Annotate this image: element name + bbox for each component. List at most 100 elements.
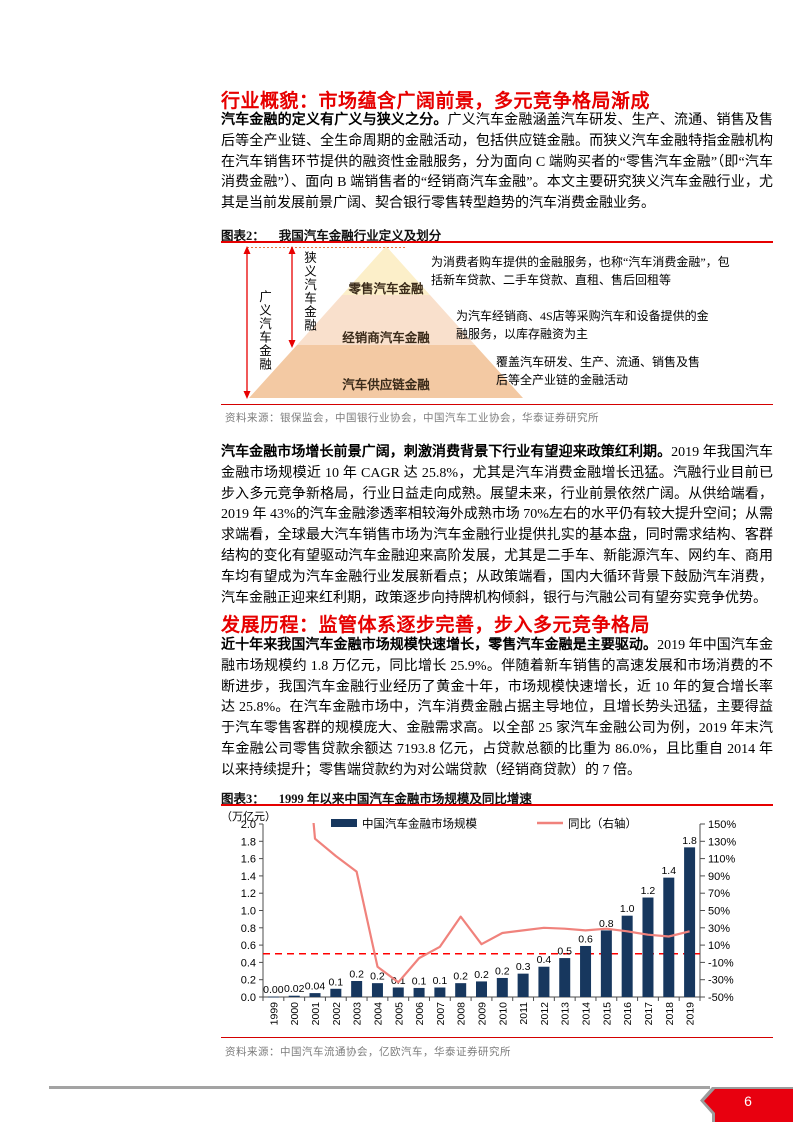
- y-axis-right-label: 150%: [708, 819, 736, 831]
- x-axis-year-label: 2010: [497, 1002, 509, 1026]
- bar-value-label: 0.8: [599, 918, 614, 930]
- bar-value-label: 1.0: [620, 903, 635, 915]
- pyramid-level1-shape: [342, 246, 430, 295]
- x-axis-year-label: 2004: [372, 1002, 384, 1026]
- bar-2001: [309, 993, 321, 997]
- broad-scope-arrow: [243, 246, 251, 399]
- x-axis-year-label: 2017: [643, 1002, 655, 1026]
- pyramid-level1-annotation: 为消费者购车提供的金融服务，也称“汽车消费金融”，包括新车贷款、二手车贷款、直租…: [431, 255, 730, 287]
- y-axis-right-label: -50%: [708, 992, 734, 1004]
- paragraph-growth-lead: 近十年来我国汽车金融市场规模快速增长，零售汽车金融是主要驱动。: [221, 638, 658, 653]
- bar-2017: [642, 897, 654, 997]
- bar-value-label: 0.04: [305, 981, 326, 993]
- bar-value-label: 1.2: [641, 885, 656, 897]
- bar-2015: [600, 930, 612, 997]
- y-axis-left-label: 1.2: [241, 888, 256, 900]
- bar-value-label: 0.2: [453, 971, 468, 983]
- footer-divider-line: [49, 1086, 710, 1089]
- bar-2005: [392, 987, 404, 997]
- figure3-caption: 图表3： 1999 年以来中国汽车金融市场规模及同比增速: [221, 788, 773, 807]
- ribbon-shape: [704, 1089, 793, 1122]
- bar-2003: [351, 980, 363, 997]
- y-axis-right-label: 70%: [708, 888, 730, 900]
- bar-2004: [371, 983, 383, 997]
- y-axis-right-label: 110%: [708, 854, 736, 866]
- figure2-caption-label: 图表2：: [221, 229, 265, 243]
- bar-value-label: 0.2: [495, 965, 510, 977]
- bar-value-label: 0.2: [370, 971, 385, 983]
- bar-value-label: 0.2: [349, 968, 364, 980]
- figure3-caption-label: 图表3：: [221, 792, 265, 806]
- x-axis-year-label: 2008: [456, 1002, 468, 1026]
- y-axis-left-label: 1.4: [241, 871, 256, 883]
- paragraph-growth-body: 2019 年中国汽车金融市场规模约 1.8 万亿元，同比增长 25.9%。伴随着…: [221, 638, 773, 778]
- bar-2007: [434, 987, 446, 997]
- y-axis-right-label: 10%: [708, 940, 730, 952]
- figure2-pyramid-diagram: 广义汽车金融 狭义汽车金融 零售汽车金融 经销商汽车金融 汽车供应链金融 为消费…: [221, 246, 773, 402]
- bar-2016: [621, 915, 633, 997]
- bar-2006: [413, 987, 425, 997]
- bar-2002: [330, 988, 342, 997]
- bar-2013: [559, 958, 571, 997]
- bar-value-label: 0.1: [412, 975, 427, 987]
- x-axis-year-label: 2015: [601, 1002, 613, 1026]
- x-axis-year-label: 2018: [664, 1002, 676, 1026]
- x-axis-year-label: 2002: [331, 1002, 343, 1026]
- x-axis-year-label: 1999: [268, 1002, 280, 1026]
- x-axis-year-label: 2019: [685, 1002, 697, 1026]
- bar-2011: [517, 973, 529, 997]
- bar-value-label: 0.4: [537, 954, 552, 966]
- bar-value-label: 1.4: [661, 865, 676, 877]
- market-size-chart: （万亿元） 中国汽车金融市场规模 同比（右轴） 0.0 -50% 0.2 -30% 0.4 -1…: [221, 810, 736, 1026]
- x-axis-year-label: 2012: [539, 1002, 551, 1026]
- bar-series: 0.00 0.02 0.04 0.10.2 0.2 0.1 0.1 0.1 0.2 0.2 0.2 0…: [263, 835, 697, 998]
- section-title-development-history: 发展历程：监管体系逐步完善，步入多元竞争格局: [221, 615, 651, 636]
- figure3-source: 资料来源：中国汽车流通协会，亿欧汽车，华泰证券研究所: [225, 1047, 511, 1058]
- broad-auto-finance-label: 广义汽车金融: [257, 290, 271, 371]
- y-axis-left-label: 0.0: [241, 992, 256, 1004]
- figure2-caption-title: 我国汽车金融行业定义及划分: [278, 229, 442, 243]
- x-axis-year-label: 2006: [414, 1002, 426, 1026]
- bar-value-label: 0.2: [474, 969, 489, 981]
- y-axis-left-label: 0.4: [241, 957, 256, 969]
- x-axis-year-label: 2001: [310, 1002, 322, 1026]
- pyramid-graphic: [243, 246, 523, 399]
- y-axis-right-label: -30%: [708, 975, 734, 987]
- figure2-source: 资料来源：银保监会，中国银行业协会，中国汽车工业协会，华泰证券研究所: [225, 413, 599, 424]
- section-title-industry-overview: 行业概貌：市场蕴含广阔前景，多元竞争格局渐成: [221, 91, 651, 112]
- y-axis-left-label: 0.8: [241, 923, 256, 935]
- pyramid-level1-label: 零售汽车金融: [348, 282, 424, 296]
- legend-bar-label: 中国汽车金融市场规模: [362, 817, 477, 831]
- bar-2014: [580, 945, 592, 997]
- page-number-ribbon: 6: [700, 1087, 793, 1122]
- bar-value-label: 0.1: [433, 975, 448, 987]
- y-axis-left-label: 0.2: [241, 975, 256, 987]
- y-axis-left-label: 1.8: [241, 836, 256, 848]
- y-axis-right-label: 50%: [708, 906, 730, 918]
- pyramid-level2-annotation: 为汽车经销商、4S店等采购汽车和设备提供的金融服务，以库存融资为主: [456, 309, 709, 341]
- yoy-line: [312, 823, 690, 984]
- x-axis-year-label: 2009: [477, 1002, 489, 1026]
- left-axis-unit-label: （万亿元）: [221, 810, 276, 823]
- paragraph-definition-body: 广义汽车金融涵盖汽车研发、生产、流通、销售及售后等全产业链、全生命周期的金融活动…: [221, 113, 774, 212]
- bar-1999: [267, 996, 279, 998]
- legend-bar-swatch: [331, 819, 357, 827]
- pyramid-level2-label: 经销商汽车金融: [342, 331, 430, 345]
- figure2-caption-rule: [221, 241, 773, 243]
- paragraph-definition-lead: 汽车金融的定义有广义与狭义之分。: [221, 113, 448, 128]
- page-number: 6: [744, 1093, 752, 1109]
- y-axis-right-label: 30%: [708, 923, 730, 935]
- paragraph-market-outlook-body: 2019 年我国汽车金融市场规模近 10 年 CAGR 达 25.8%，尤其是汽…: [221, 445, 774, 606]
- figure3-caption-rule: [221, 804, 773, 806]
- pyramid-level2-shape: [297, 295, 475, 345]
- bar-value-label: 0.1: [329, 976, 344, 988]
- pyramid-level3-label: 汽车供应链金融: [342, 378, 430, 392]
- bar-2019: [684, 847, 696, 997]
- x-axis-year-label: 2003: [352, 1002, 364, 1026]
- narrow-auto-finance-label: 狭义汽车金融: [302, 251, 316, 332]
- figure2-caption: 图表2： 我国汽车金融行业定义及划分: [221, 225, 773, 244]
- figure3-bottom-rule: [221, 1037, 773, 1038]
- paragraph-market-outlook-lead: 汽车金融市场增长前景广阔，刺激消费背景下行业有望迎来政策红利期。: [221, 445, 672, 460]
- pyramid-level3-shape: [249, 345, 523, 398]
- bar-value-label: 1.8: [682, 835, 697, 847]
